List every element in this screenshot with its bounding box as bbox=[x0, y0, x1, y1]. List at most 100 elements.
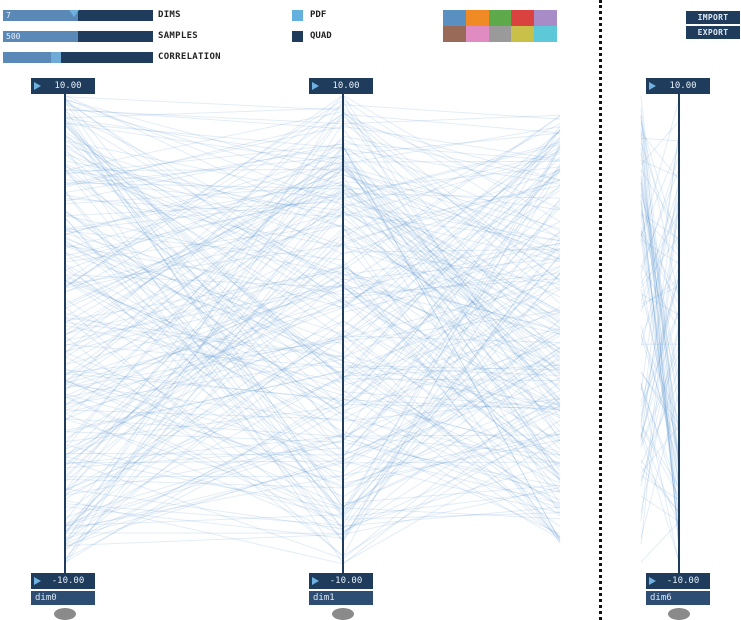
palette-swatch-0[interactable] bbox=[443, 10, 466, 26]
data-polyline bbox=[640, 264, 680, 330]
data-polyline bbox=[640, 278, 680, 308]
data-polyline bbox=[640, 182, 680, 432]
palette-swatch-2[interactable] bbox=[488, 10, 512, 26]
samples-value: 500 bbox=[6, 32, 21, 41]
axis-dim1-name[interactable]: dim1 bbox=[309, 591, 373, 605]
color-palette[interactable] bbox=[443, 10, 557, 42]
axis-dim0-max-arrow-icon bbox=[34, 82, 41, 90]
data-polyline bbox=[640, 128, 680, 548]
data-polyline bbox=[640, 381, 680, 464]
data-polyline bbox=[640, 264, 680, 442]
data-polyline bbox=[640, 231, 680, 501]
data-polyline bbox=[640, 336, 680, 455]
data-polyline bbox=[640, 191, 680, 522]
data-polyline bbox=[640, 182, 680, 470]
data-polyline bbox=[640, 193, 680, 323]
palette-swatch-9[interactable] bbox=[534, 26, 557, 42]
data-polyline bbox=[640, 459, 680, 514]
samples-slider-fill bbox=[3, 31, 78, 42]
data-polyline bbox=[640, 276, 680, 403]
data-polyline bbox=[640, 214, 680, 491]
data-polyline bbox=[640, 230, 680, 294]
data-polyline bbox=[640, 130, 680, 423]
data-polyline bbox=[640, 199, 680, 536]
data-polyline bbox=[640, 168, 680, 268]
data-polyline bbox=[640, 142, 680, 253]
data-polyline bbox=[640, 190, 680, 347]
data-polyline bbox=[640, 213, 680, 257]
axis-dim0-drag-handle[interactable] bbox=[54, 608, 76, 620]
axis-dim0-max[interactable]: 10.00 bbox=[31, 78, 95, 94]
palette-swatch-4[interactable] bbox=[534, 10, 557, 26]
export-button[interactable]: EXPORT bbox=[686, 26, 740, 39]
palette-swatch-7[interactable] bbox=[488, 26, 512, 42]
data-polyline bbox=[640, 154, 680, 274]
dims-slider[interactable]: 7 bbox=[3, 10, 153, 21]
data-polyline bbox=[640, 194, 680, 536]
data-polyline bbox=[640, 115, 680, 532]
data-polyline bbox=[640, 434, 680, 562]
data-polyline bbox=[640, 334, 680, 420]
correlation-slider[interactable] bbox=[3, 52, 153, 63]
split-divider[interactable] bbox=[599, 0, 602, 620]
data-polyline bbox=[640, 309, 680, 437]
data-polyline bbox=[640, 328, 680, 514]
quad-swatch[interactable] bbox=[292, 31, 303, 42]
correlation-label: CORRELATION bbox=[158, 52, 221, 62]
axis-dim6-drag-handle[interactable] bbox=[668, 608, 690, 620]
palette-swatch-5[interactable] bbox=[443, 26, 466, 42]
data-polyline bbox=[640, 372, 680, 425]
data-polyline bbox=[640, 107, 680, 489]
data-polyline bbox=[640, 137, 680, 142]
data-polyline bbox=[640, 120, 680, 300]
data-polyline bbox=[640, 425, 680, 474]
data-polyline bbox=[640, 122, 680, 247]
axis-dim6-min-arrow-icon bbox=[649, 577, 656, 585]
pdf-swatch[interactable] bbox=[292, 10, 303, 21]
axis-dim6-name[interactable]: dim6 bbox=[646, 591, 710, 605]
data-polyline bbox=[640, 133, 680, 549]
axis-dim6-min-value: -10.00 bbox=[666, 576, 700, 586]
axis-dim0-min-arrow-icon bbox=[34, 577, 41, 585]
axis-dim1-min[interactable]: -10.00 bbox=[309, 573, 373, 589]
data-polyline bbox=[640, 185, 680, 303]
dims-label: DIMS bbox=[158, 10, 181, 20]
axis-dim1-line bbox=[342, 86, 344, 580]
data-polyline bbox=[640, 210, 680, 426]
axis-dim6-max[interactable]: 10.00 bbox=[646, 78, 710, 94]
axis-dim1-drag-handle[interactable] bbox=[332, 608, 354, 620]
data-polyline bbox=[640, 258, 680, 336]
quad-label: QUAD bbox=[310, 31, 332, 41]
data-polyline bbox=[640, 239, 680, 265]
axis-dim1-max[interactable]: 10.00 bbox=[309, 78, 373, 94]
correlation-slider-fill bbox=[3, 52, 53, 63]
palette-swatch-6[interactable] bbox=[465, 26, 489, 42]
data-polyline bbox=[640, 289, 680, 453]
data-polyline bbox=[640, 309, 680, 408]
data-polyline bbox=[640, 466, 680, 513]
data-polyline bbox=[640, 275, 680, 438]
dims-value: 7 bbox=[6, 11, 11, 20]
palette-swatch-1[interactable] bbox=[465, 10, 489, 26]
samples-slider[interactable]: 500 bbox=[3, 31, 153, 42]
palette-swatch-3[interactable] bbox=[511, 10, 535, 26]
correlation-slider-thumb[interactable] bbox=[51, 52, 61, 63]
axis-dim0-name[interactable]: dim0 bbox=[31, 591, 95, 605]
data-polyline bbox=[640, 277, 680, 417]
dims-slider-thumb[interactable] bbox=[69, 10, 79, 17]
import-button[interactable]: IMPORT bbox=[686, 11, 740, 24]
data-polyline bbox=[640, 175, 680, 437]
data-polyline bbox=[640, 325, 680, 486]
axis-dim6-min[interactable]: -10.00 bbox=[646, 573, 710, 589]
axis-dim0-min[interactable]: -10.00 bbox=[31, 573, 95, 589]
palette-swatch-8[interactable] bbox=[511, 26, 535, 42]
data-polyline bbox=[640, 521, 680, 563]
samples-label: SAMPLES bbox=[158, 31, 199, 41]
data-polyline bbox=[640, 146, 680, 237]
axis-dim1-min-value: -10.00 bbox=[329, 576, 363, 586]
axis-dim1-max-value: 10.00 bbox=[332, 81, 360, 91]
data-polyline bbox=[640, 235, 680, 288]
data-polyline bbox=[640, 424, 680, 488]
data-polyline bbox=[640, 152, 680, 467]
data-polyline bbox=[640, 238, 680, 516]
